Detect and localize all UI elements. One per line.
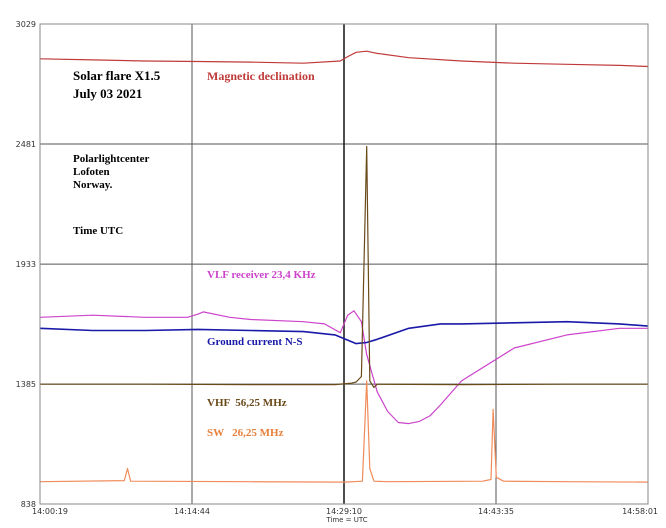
series-label-sw: SW 26,25 MHz <box>207 427 284 439</box>
x-tick-label: 14:58:01 <box>622 507 658 516</box>
y-tick-label: 3029 <box>16 20 36 29</box>
x-tick-label: 14:14:44 <box>174 507 210 516</box>
chart-title: Solar flare X1.5 <box>73 68 161 83</box>
x-tick-label: 14:29:10 <box>326 507 362 516</box>
y-tick-label: 1933 <box>16 260 36 269</box>
y-tick-label: 838 <box>21 500 36 509</box>
series-line-magnetic-declination <box>39 50 649 68</box>
info-line-3: Norway. <box>73 179 113 191</box>
y-tick-label: 1385 <box>16 380 36 389</box>
info-line-2: Lofoten <box>73 166 110 178</box>
series-label-vhf: VHF 56,25 MHz <box>207 397 287 409</box>
x-axis: 14:00:19 14:14:44 14:29:10 14:43:35 14:58:01 <box>32 507 658 516</box>
time-utc-label: Time UTC <box>73 225 123 237</box>
info-line-1: Polarlightcenter <box>73 153 149 165</box>
series-line-ground-current <box>39 320 649 345</box>
series-line-vlf <box>39 310 648 425</box>
series-line-sw <box>39 380 649 483</box>
series-label-ground-current: Ground current N-S <box>207 336 303 348</box>
y-tick-label: 2481 <box>16 140 36 149</box>
chart-subtitle: July 03 2021 <box>73 86 142 101</box>
y-axis: 3029 2481 1933 1385 838 <box>16 20 36 509</box>
series-line-vhf <box>40 145 648 389</box>
x-tick-label: 14:00:19 <box>32 507 68 516</box>
series-label-vlf: VLF receiver 23,4 KHz <box>207 269 316 281</box>
x-axis-title: Time = UTC <box>325 516 367 524</box>
series-label-magnetic-declination: Magnetic declination <box>207 69 315 83</box>
x-tick-label: 14:43:35 <box>478 507 514 516</box>
series-layer <box>39 50 649 483</box>
plot-border <box>39 23 649 505</box>
